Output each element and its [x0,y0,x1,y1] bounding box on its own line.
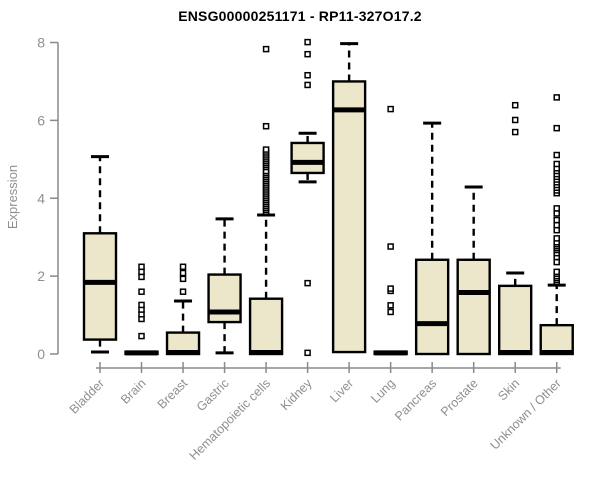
outlier-point [387,308,394,316]
y-tick-label: 6 [37,112,45,128]
outlier-point [262,45,270,53]
box-bladder [82,155,118,354]
y-tick-label: 4 [37,190,45,206]
outlier-point [262,146,270,153]
outlier-point [387,243,394,250]
outlier-point [179,263,187,271]
outlier-point [304,71,311,79]
outlier-point [553,124,560,132]
outlier-point [553,268,560,276]
outlier-point [387,302,394,309]
outlier-point [511,128,519,136]
x-tick-label-breast: Breast [155,376,191,412]
outlier-point [179,275,187,283]
outlier-point [387,285,394,292]
y-tick-label: 2 [37,268,45,284]
x-tick-label-prostate: Prostate [438,376,481,419]
outlier-point [553,210,560,217]
x-tick-label-hematopoietic-cells: Hematopoietic cells [187,376,274,463]
outlier-point [262,122,270,130]
outlier-point [553,205,560,212]
outlier-point [138,273,145,281]
chart-title: ENSG00000251171 - RP11-327O17.2 [178,8,422,24]
outlier-point [138,268,145,276]
outlier-point [304,38,311,46]
x-tick-label-skin: Skin [495,376,522,403]
x-tick-label-kidney: Kidney [278,376,315,413]
x-tick-label-lung: Lung [368,376,398,406]
x-tick-label-gastric: Gastric [194,376,232,414]
outlier-point [553,94,560,101]
outlier-point [511,101,519,109]
box-kidney [290,38,325,357]
outlier-point [553,226,560,234]
box-unknown-other [539,94,574,356]
outlier-point [387,105,394,113]
outlier-point [179,288,187,295]
x-tick-label-unknown-other: Unknown / Other [488,376,564,452]
box-gastric [207,217,242,355]
box-hematopoietic-cells [248,45,284,356]
outlier-point [138,332,145,340]
box-prostate [456,185,491,356]
x-tick-label-liver: Liver [327,376,356,405]
outlier-point [553,221,560,229]
box-brain [124,263,159,356]
x-tick-label-bladder: Bladder [67,376,107,416]
x-tick-label-pancreas: Pancreas [392,376,439,423]
outlier-point [553,160,560,168]
y-tick-label: 8 [37,35,45,51]
outlier-point [138,288,145,295]
box-lung [373,105,408,356]
box-pancreas [414,121,450,356]
outlier-point [179,269,187,277]
outlier-point [138,263,145,271]
outlier-point [304,279,311,287]
y-tick-label: 0 [37,346,45,362]
outlier-point [553,216,560,224]
outlier-point [553,151,560,159]
outlier-point [511,116,519,124]
y-axis: 0 2 4 6 8 [37,35,59,362]
x-tick-label-brain: Brain [118,376,149,407]
outlier-point [304,50,311,58]
outlier-point [553,258,560,266]
box-skin [498,101,533,356]
outlier-point [553,235,560,242]
box-liver [331,42,367,354]
outlier-point [138,301,145,309]
box-breast [165,263,201,356]
outlier-point [304,349,311,357]
outlier-point [304,81,311,89]
